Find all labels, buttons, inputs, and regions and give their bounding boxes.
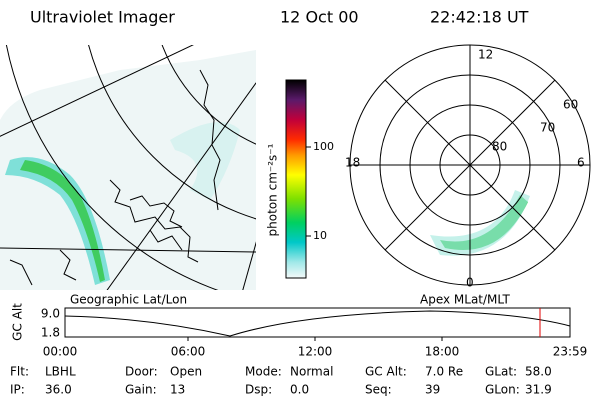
info-panel: Flt: LBHL Door: Open Mode: Normal GC Alt: 7.0 R…: [10, 365, 552, 397]
info-value: LBHL: [45, 365, 76, 379]
colorbar-tick-label: 10: [313, 229, 327, 242]
info-value: 58.0: [525, 365, 552, 379]
geo-map: [0, 45, 256, 290]
lat-label: 60: [563, 98, 578, 112]
info-label: Door:: [125, 365, 158, 379]
timeline-x-label: 00:00: [43, 345, 78, 359]
timeline: GC Alt 9.0 1.8 00:00 06:00 12:00 18:00 2…: [11, 303, 588, 359]
info-label: Gain:: [125, 383, 157, 397]
info-value: 31.9: [525, 383, 552, 397]
timeline-x-label: 23:59: [553, 345, 588, 359]
info-label: GC Alt:: [365, 365, 407, 379]
time: 22:42:18 UT: [430, 8, 529, 27]
timeline-y-label: 1.8: [41, 326, 60, 340]
lat-label: 80: [492, 140, 507, 154]
mlt-label: 12: [478, 48, 493, 62]
date: 12 Oct 00: [280, 8, 359, 27]
timeline-x-label: 06:00: [171, 345, 206, 359]
mlt-label: 18: [345, 156, 360, 170]
title: Ultraviolet Imager: [30, 8, 175, 27]
info-value: 36.0: [45, 383, 72, 397]
info-label: Mode:: [245, 365, 282, 379]
lat-label: 70: [540, 121, 555, 135]
panel-caption: Apex MLat/MLT: [420, 293, 510, 307]
info-value: 13: [170, 383, 185, 397]
timeline-axis-label: GC Alt: [11, 303, 25, 341]
info-value: 7.0 Re: [425, 365, 463, 379]
info-label: GLat:: [485, 365, 517, 379]
info-value: 39: [425, 383, 440, 397]
timeline-x-label: 12:00: [298, 345, 333, 359]
polar-plot: 12 18 6 0 60 70 80: [345, 44, 591, 290]
colorbar-label: photon cm⁻²s⁻¹: [266, 143, 280, 236]
info-label: Seq:: [365, 383, 392, 397]
colorbar-tick-label: 100: [313, 140, 334, 153]
mlt-label: 6: [577, 156, 585, 170]
info-label: GLon:: [485, 383, 520, 397]
info-value: Normal: [290, 365, 333, 379]
info-label: Dsp:: [245, 383, 272, 397]
info-value: 0.0: [290, 383, 309, 397]
mlt-label: 0: [466, 276, 474, 290]
colorbar: [285, 79, 307, 279]
timeline-y-label: 9.0: [41, 307, 60, 321]
panel-caption: Geographic Lat/Lon: [70, 293, 187, 307]
info-value: Open: [170, 365, 202, 379]
info-label: Flt:: [10, 365, 29, 379]
timeline-x-label: 18:00: [425, 345, 460, 359]
info-label: IP:: [10, 383, 25, 397]
